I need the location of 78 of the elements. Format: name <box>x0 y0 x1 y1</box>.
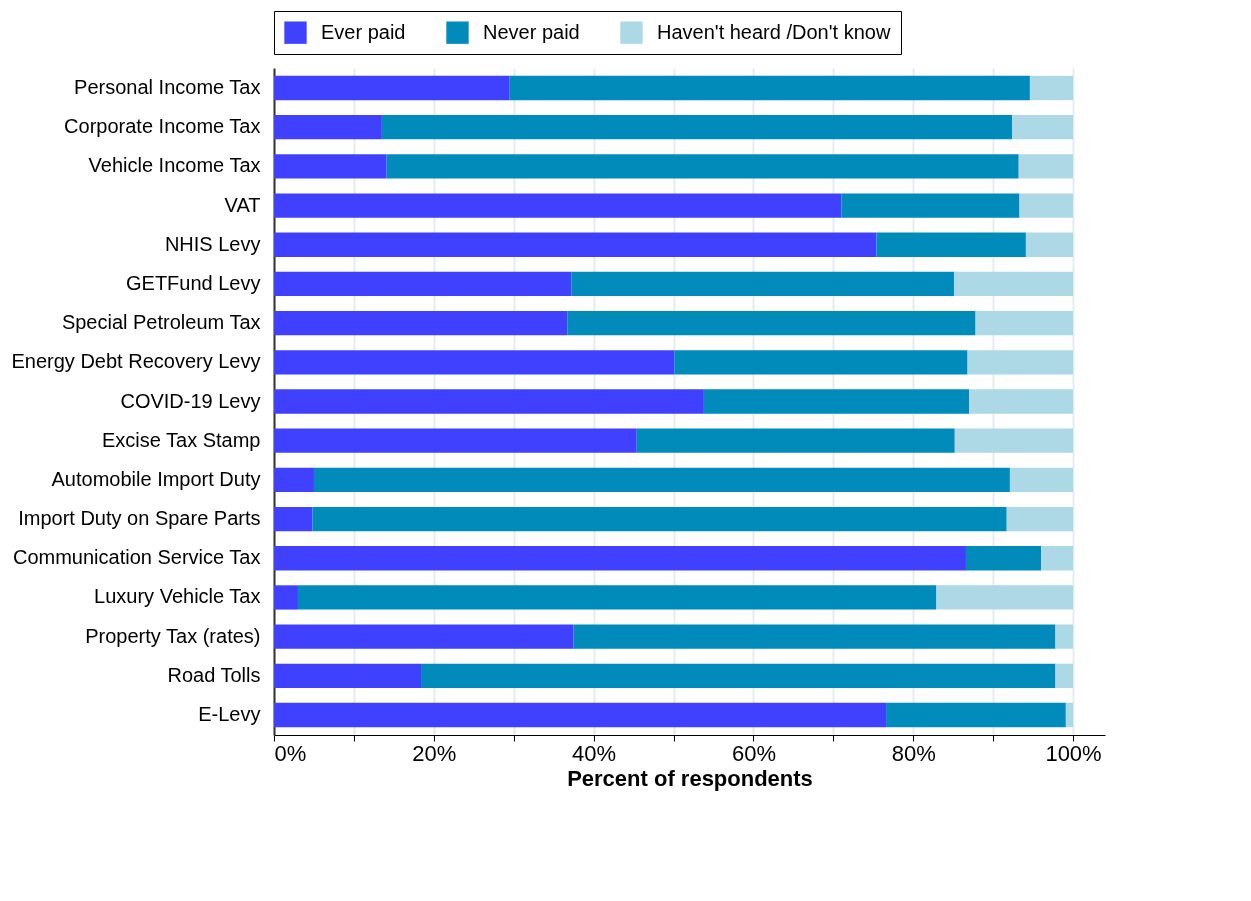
bar <box>1019 193 1074 218</box>
bar <box>274 506 313 532</box>
bar <box>274 428 637 453</box>
y-tick-label: Personal Income Tax <box>74 75 261 98</box>
x-tick-label: 60% <box>731 740 776 766</box>
bar <box>1012 115 1074 140</box>
bar <box>975 310 1074 336</box>
bar <box>1041 546 1074 571</box>
bar <box>876 232 1026 257</box>
y-tick-label: Corporate Income Tax <box>64 115 261 138</box>
bar <box>567 310 976 336</box>
bar <box>1065 702 1074 728</box>
bar <box>1029 75 1074 101</box>
bar <box>274 310 568 336</box>
bar <box>886 702 1066 728</box>
bar <box>509 75 1030 101</box>
y-tick-label: Luxury Vehicle Tax <box>94 585 261 608</box>
y-tick-label: Automobile Import Duty <box>51 467 261 490</box>
bar <box>274 115 382 140</box>
bar <box>274 624 574 649</box>
bar <box>703 389 970 414</box>
bar <box>969 389 1074 414</box>
bar <box>965 546 1042 571</box>
bar <box>274 75 510 101</box>
bar <box>1009 467 1074 493</box>
legend-label: Never paid <box>483 20 580 43</box>
bar <box>1025 232 1074 257</box>
bar <box>967 350 1074 375</box>
bar <box>841 193 1020 218</box>
bar <box>674 350 968 375</box>
bar <box>421 663 1056 688</box>
y-tick-label: Road Tolls <box>167 663 261 686</box>
bar <box>274 546 966 571</box>
bar <box>386 154 1019 179</box>
y-tick-label: VAT <box>224 193 261 216</box>
y-tick-label: NHIS Levy <box>164 232 261 255</box>
x-tick-label: 20% <box>412 740 457 766</box>
bar <box>953 271 1074 297</box>
bar <box>313 467 1010 493</box>
bar <box>274 350 675 375</box>
bar <box>274 585 298 610</box>
bar <box>1055 624 1074 649</box>
x-axis-title: Percent of respondents <box>567 765 813 791</box>
bar <box>1055 663 1074 688</box>
y-tick-label: GETFund Levy <box>125 271 261 294</box>
y-tick-label: COVID-19 Levy <box>120 389 261 412</box>
bar <box>274 663 422 688</box>
bar <box>1018 154 1074 179</box>
bar <box>312 506 1007 532</box>
bar <box>636 428 955 453</box>
y-tick-label: Special Petroleum Tax <box>61 311 261 334</box>
bar <box>954 428 1074 453</box>
bar <box>274 702 887 728</box>
bar <box>381 115 1013 140</box>
bar <box>274 193 842 218</box>
bar <box>274 389 704 414</box>
bar <box>274 232 877 257</box>
bar <box>297 585 937 610</box>
y-tick-label: Property Tax (rates) <box>85 624 261 647</box>
x-tick-label: 40% <box>572 740 617 766</box>
bar <box>274 271 572 297</box>
legend-label: Haven't heard /Don't know <box>657 20 891 43</box>
y-tick-label: Import Duty on Spare Parts <box>18 507 261 530</box>
x-tick-label: 0% <box>274 740 307 766</box>
y-tick-label: Energy Debt Recovery Levy <box>11 350 261 373</box>
legend-label: Ever paid <box>321 20 406 43</box>
bar <box>936 585 1074 610</box>
bar <box>274 467 314 493</box>
bar <box>573 624 1056 649</box>
bar <box>274 154 387 179</box>
bar <box>1006 506 1074 532</box>
y-tick-label: E-Levy <box>198 703 261 726</box>
bar <box>571 271 954 297</box>
y-tick-label: Excise Tax Stamp <box>101 428 261 451</box>
y-tick-label: Communication Service Tax <box>12 546 261 569</box>
x-tick-label: 100% <box>1045 740 1102 766</box>
y-tick-label: Vehicle Income Tax <box>88 154 261 177</box>
x-tick-label: 80% <box>891 740 936 766</box>
